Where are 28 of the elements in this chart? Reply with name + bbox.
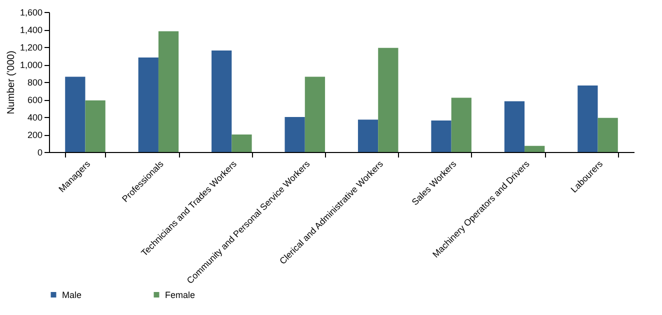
legend-label: Male	[62, 290, 82, 300]
bar	[358, 120, 378, 152]
legend-label: Female	[165, 290, 196, 300]
y-tick-label: 400	[27, 112, 42, 122]
bar	[504, 101, 525, 152]
y-axis-title: Number ('000)	[6, 50, 17, 114]
bar	[284, 117, 305, 152]
bar	[158, 31, 179, 152]
bar	[431, 120, 452, 152]
bar	[378, 48, 398, 152]
y-tick-label: 1,000	[20, 60, 42, 70]
bar	[85, 100, 106, 152]
bar	[578, 86, 598, 152]
bar	[304, 76, 326, 152]
bar	[138, 58, 158, 152]
y-tick-label: 1,400	[20, 25, 42, 35]
bar	[524, 146, 545, 152]
y-tick-label: 1,600	[20, 8, 42, 18]
y-tick-label: 0	[37, 148, 42, 158]
bar	[65, 76, 86, 152]
bar	[232, 134, 252, 152]
bar	[598, 118, 618, 152]
y-tick-label: 600	[27, 95, 42, 105]
y-tick-label: 1,200	[20, 42, 42, 52]
y-tick-label: 800	[27, 78, 42, 88]
bar	[212, 50, 232, 152]
y-tick-label: 200	[27, 130, 42, 140]
bar	[451, 98, 472, 152]
